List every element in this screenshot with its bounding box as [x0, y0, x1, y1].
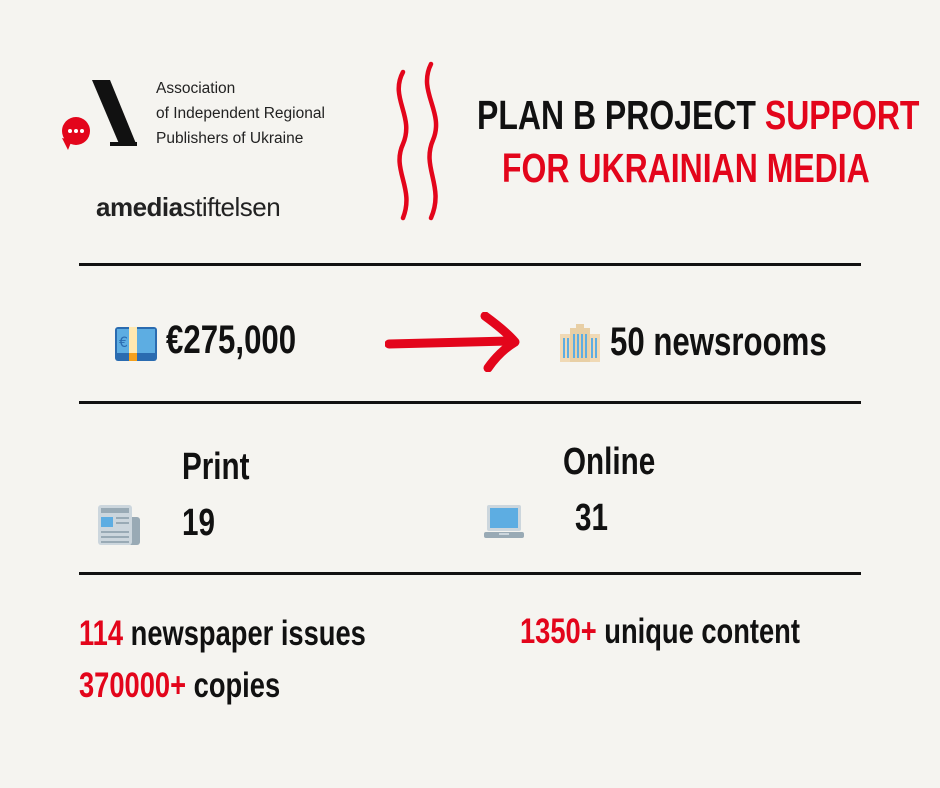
print-count: 19: [182, 502, 215, 544]
funding-amount: €275,000: [166, 318, 297, 362]
association-name: Association of Independent Regional Publ…: [156, 76, 325, 151]
amedia-logo-light: stiftelsen: [182, 192, 281, 222]
squiggle-decoration: [396, 61, 439, 221]
association-line-2: of Independent Regional: [156, 105, 325, 122]
headline-red-1: SUPPORT: [764, 92, 920, 138]
content-stat: 1350+ unique content: [520, 612, 800, 652]
online-label: Online: [563, 441, 656, 483]
newspaper-icon: [98, 505, 140, 545]
office-building-icon: [560, 324, 600, 362]
content-label: unique content: [604, 612, 800, 651]
association-logo-mark: [62, 80, 137, 150]
content-number: 1350+: [520, 612, 597, 651]
issues-number: 114: [79, 614, 124, 653]
online-count: 31: [575, 497, 608, 539]
newsrooms-count: 50 newsrooms: [610, 320, 827, 364]
arrow-right-icon: [385, 312, 520, 372]
association-line-3: Publishers of Ukraine: [156, 130, 304, 147]
issues-label: newspaper issues: [130, 614, 366, 653]
headline-red-2: FOR UKRAINIAN MEDIA: [502, 145, 870, 191]
euro-banknote-icon: €: [115, 327, 157, 361]
association-line-1: Association: [156, 80, 236, 97]
copies-label: copies: [193, 666, 281, 705]
svg-text:€: €: [119, 335, 128, 351]
divider-1: [79, 263, 861, 266]
laptop-icon: [484, 505, 524, 538]
issues-stat: 114 newspaper issues: [79, 614, 366, 654]
headline-black: PLAN B PROJECT: [477, 92, 756, 138]
divider-2: [79, 401, 861, 404]
copies-stat: 370000+ copies: [79, 666, 280, 706]
print-label: Print: [182, 446, 250, 488]
amedia-logo-bold: amedia: [96, 192, 183, 222]
headline: PLAN B PROJECT SUPPORT: [477, 92, 919, 139]
copies-number: 370000+: [79, 666, 187, 705]
amedia-logo: amediastiftelsen: [96, 192, 281, 223]
association-logo: [60, 78, 140, 150]
headline-line-1: PLAN B PROJECT SUPPORT: [477, 92, 919, 139]
divider-3: [79, 572, 861, 575]
headline-line-2: FOR UKRAINIAN MEDIA: [502, 145, 940, 192]
